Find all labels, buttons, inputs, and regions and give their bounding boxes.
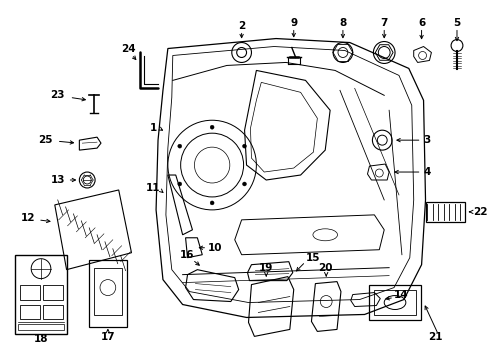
Text: 7: 7 xyxy=(381,18,388,28)
Circle shape xyxy=(178,144,182,148)
Text: 1: 1 xyxy=(149,123,157,133)
Text: 17: 17 xyxy=(100,332,115,342)
Text: 25: 25 xyxy=(38,135,52,145)
Circle shape xyxy=(178,182,182,186)
Circle shape xyxy=(243,144,246,148)
Text: 10: 10 xyxy=(208,243,222,253)
Text: 15: 15 xyxy=(306,253,320,263)
Text: 6: 6 xyxy=(418,18,425,28)
Text: 4: 4 xyxy=(423,167,431,177)
Text: 2: 2 xyxy=(238,21,245,31)
Text: 8: 8 xyxy=(339,18,346,28)
Text: 13: 13 xyxy=(50,175,65,185)
Text: 22: 22 xyxy=(473,207,487,217)
Text: 21: 21 xyxy=(428,332,443,342)
Text: 23: 23 xyxy=(50,90,65,100)
Circle shape xyxy=(243,182,246,186)
Text: 3: 3 xyxy=(423,135,431,145)
Text: 14: 14 xyxy=(394,289,409,300)
Text: 18: 18 xyxy=(34,334,48,345)
Circle shape xyxy=(210,201,214,205)
Text: 19: 19 xyxy=(259,263,273,273)
Text: 9: 9 xyxy=(290,18,297,28)
Text: 24: 24 xyxy=(121,44,136,54)
Text: 11: 11 xyxy=(146,183,160,193)
Text: 12: 12 xyxy=(21,213,35,223)
Text: 20: 20 xyxy=(318,263,332,273)
Circle shape xyxy=(210,125,214,129)
Text: 16: 16 xyxy=(180,250,195,260)
Text: 5: 5 xyxy=(453,18,461,28)
